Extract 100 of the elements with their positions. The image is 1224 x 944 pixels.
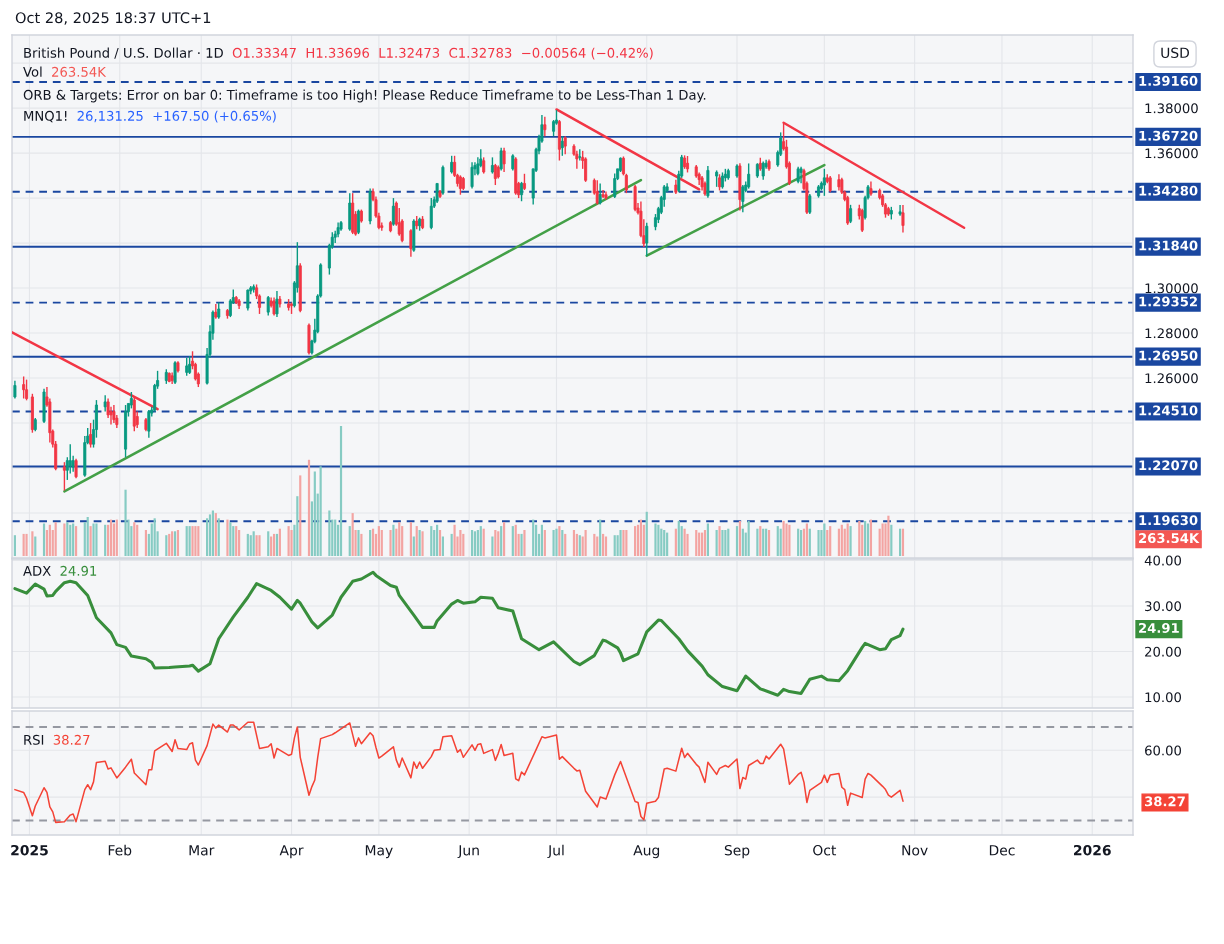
candlestick [25, 378, 29, 402]
bar [238, 530, 241, 556]
bar [459, 530, 462, 556]
bar [95, 523, 98, 556]
bar [415, 526, 418, 556]
candlestick [391, 197, 395, 227]
chart-title: ADX [23, 566, 51, 576]
bar [788, 524, 791, 556]
bar [328, 510, 331, 556]
bar [476, 530, 479, 556]
bar [543, 530, 546, 556]
bar [491, 536, 494, 556]
bar [747, 520, 750, 556]
bar [69, 524, 72, 556]
bar [858, 520, 861, 556]
bar [450, 533, 453, 556]
bar [837, 528, 841, 556]
bar [13, 535, 16, 556]
x-tick-label: Jul [547, 844, 564, 859]
candlestick [624, 173, 628, 194]
bar [31, 531, 34, 556]
bar [663, 530, 666, 556]
bar [741, 528, 744, 556]
candlestick [613, 172, 617, 199]
bar [869, 519, 873, 556]
bar [727, 528, 730, 556]
candlestick [22, 375, 26, 400]
bar [645, 511, 648, 556]
ref-line-label: 1.31840 [1139, 240, 1198, 251]
ref-line-label: 1.29352 [1139, 296, 1197, 307]
bar [115, 519, 118, 556]
x-tick-label: Oct [813, 844, 837, 856]
annotation: 263.54K [52, 66, 107, 77]
x-tick-label: May [365, 845, 393, 859]
bar [700, 532, 704, 556]
bar [453, 524, 456, 556]
bar [642, 524, 645, 556]
bar [657, 524, 660, 556]
bar [715, 530, 718, 556]
text: RSI [24, 734, 44, 745]
bar [724, 530, 727, 556]
bar [252, 531, 255, 556]
candlestick [860, 207, 864, 233]
annotation: O1.33347 H1.33696 L1.32473 C1.32783 −0.00564 (−0.42%) [232, 47, 653, 60]
y-tick-label: 38.27 [1144, 796, 1185, 807]
bar [666, 532, 669, 556]
candlestick [103, 394, 107, 413]
x-tick-label: Apr [279, 845, 304, 859]
bar [389, 530, 392, 556]
y-tick-label: 30.00 [1145, 601, 1182, 612]
bar [249, 535, 252, 556]
bar [599, 519, 602, 556]
line-series [14, 721, 904, 824]
bar [823, 523, 826, 556]
bar [887, 515, 890, 556]
bar [502, 522, 506, 556]
bar [840, 524, 843, 556]
bar [22, 533, 25, 556]
bar [258, 535, 261, 556]
bar [817, 530, 820, 556]
candlestick [62, 461, 66, 492]
bar [695, 530, 698, 556]
candlestick [747, 162, 751, 190]
candlestick [409, 228, 413, 258]
bar [398, 522, 401, 556]
bar [808, 528, 811, 556]
bar [351, 513, 354, 556]
bar [797, 528, 800, 556]
candlestick [598, 182, 602, 206]
bar [706, 523, 709, 556]
bar [296, 496, 299, 556]
bar [319, 466, 322, 556]
bar [197, 526, 200, 556]
candlestick [74, 458, 78, 480]
bar [246, 533, 249, 556]
bar [735, 526, 739, 556]
bar [866, 523, 870, 556]
bar [430, 526, 433, 556]
bar [299, 475, 302, 556]
candlestick [741, 184, 745, 213]
annotation: 24.91 [60, 565, 97, 576]
ref-line-label: 1.19630 [1139, 515, 1198, 526]
bar [625, 530, 628, 556]
bar [255, 535, 258, 556]
y-tick-label: 10.00 [1145, 692, 1182, 703]
annotation: ORB & Targets: Error on bar 0: Timeframe is too High! Please Reduce Timeframe to be Less-Than 1 Day. [23, 89, 706, 103]
bar [278, 528, 281, 556]
bar [829, 526, 832, 556]
bar [805, 523, 808, 556]
bar [636, 524, 640, 556]
bar [401, 526, 404, 556]
bar [890, 524, 893, 556]
bar [470, 530, 474, 556]
bar [287, 526, 290, 556]
text: British Pound / U.S. Dollar · 1D [24, 47, 223, 59]
bar [124, 489, 127, 556]
bar [438, 530, 442, 556]
bar [392, 524, 395, 556]
bar [136, 524, 139, 556]
bar [785, 523, 788, 556]
